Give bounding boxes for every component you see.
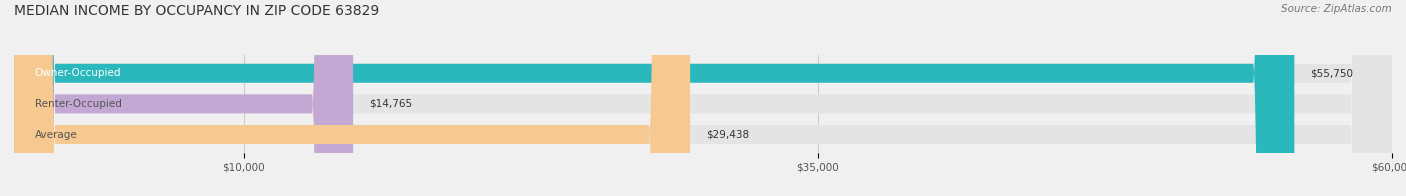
Text: Owner-Occupied: Owner-Occupied <box>35 68 121 78</box>
Text: $14,765: $14,765 <box>370 99 412 109</box>
FancyBboxPatch shape <box>14 0 1392 196</box>
FancyBboxPatch shape <box>14 0 353 196</box>
Text: Average: Average <box>35 130 77 140</box>
Text: $55,750: $55,750 <box>1310 68 1354 78</box>
Text: Renter-Occupied: Renter-Occupied <box>35 99 121 109</box>
FancyBboxPatch shape <box>14 0 1392 196</box>
Text: MEDIAN INCOME BY OCCUPANCY IN ZIP CODE 63829: MEDIAN INCOME BY OCCUPANCY IN ZIP CODE 6… <box>14 4 380 18</box>
FancyBboxPatch shape <box>14 0 1392 196</box>
Text: $29,438: $29,438 <box>706 130 749 140</box>
FancyBboxPatch shape <box>14 0 690 196</box>
FancyBboxPatch shape <box>14 0 1295 196</box>
Text: Source: ZipAtlas.com: Source: ZipAtlas.com <box>1281 4 1392 14</box>
